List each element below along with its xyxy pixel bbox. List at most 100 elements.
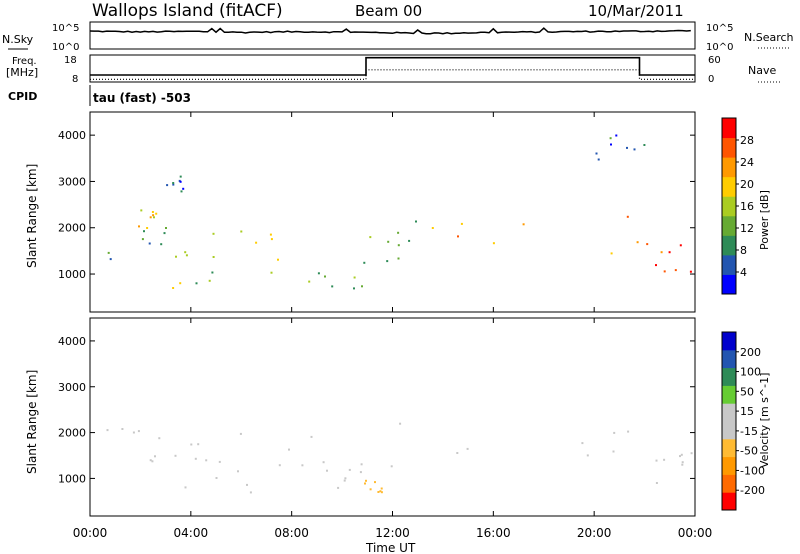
range-cell <box>663 270 666 273</box>
power-y-ticks: 1000 2000 3000 4000 <box>58 129 695 281</box>
range-cell <box>109 258 112 261</box>
colorbar-swatch <box>722 492 736 511</box>
range-cell <box>154 455 156 458</box>
range-cell <box>456 452 459 454</box>
colorbar-swatch <box>722 421 736 440</box>
range-cell <box>270 271 273 274</box>
range-cell <box>387 240 390 243</box>
range-cell <box>212 256 215 258</box>
range-cell <box>369 488 372 491</box>
range-cell <box>466 447 469 450</box>
colorbar-tick-label: 15 <box>740 405 754 418</box>
colorbar-tick-label: 24 <box>740 156 754 169</box>
range-cell <box>180 190 183 193</box>
colorbar-swatch <box>722 349 736 369</box>
range-cell <box>208 279 211 282</box>
nave-right-tick-top: 60 <box>708 55 721 66</box>
range-cell <box>160 243 163 246</box>
x-tick-label: 04:00 <box>174 526 209 540</box>
noise-sky-line <box>89 27 691 35</box>
range-cell <box>586 454 589 457</box>
freq-left-tick-bottom: 8 <box>72 74 78 85</box>
colorbar-swatch <box>722 254 736 275</box>
power-colorbar: 4 8 12 16 20 24 28 <box>721 117 754 295</box>
noise-right-tick-bottom: 10^0 <box>706 42 733 53</box>
range-cell <box>408 239 411 242</box>
range-cell <box>595 152 598 155</box>
range-cell <box>379 490 382 493</box>
colorbar-swatch <box>722 385 736 404</box>
colorbar-swatch <box>722 137 736 158</box>
colorbar-swatch <box>722 456 736 475</box>
y-tick-label: 4000 <box>58 129 86 142</box>
range-cell <box>172 182 175 184</box>
range-cell <box>612 450 615 453</box>
colorbar-tick-label: -15 <box>740 425 758 438</box>
range-cell <box>179 175 182 178</box>
colorbar-swatch <box>722 196 736 217</box>
colorbar-tick-label: 100 <box>740 366 761 379</box>
range-cell <box>174 454 177 457</box>
x-tick-label: 12:00 <box>375 526 410 540</box>
range-cell <box>249 491 252 494</box>
x-tick-label: 00:00 <box>678 526 713 540</box>
colorbar-swatch <box>722 403 736 422</box>
colorbar-swatch <box>722 118 736 139</box>
beam-title: Beam 00 <box>355 2 422 20</box>
range-cell <box>609 137 612 140</box>
range-cell <box>353 287 355 290</box>
range-cell <box>158 437 161 440</box>
range-cell <box>211 271 214 274</box>
range-cell <box>143 230 145 233</box>
freq-panel-frame <box>89 54 696 83</box>
power-panel: 1000 2000 3000 4000 Slant Range [km] 4 8 12 16… <box>25 111 771 313</box>
velocity-colorbar: 200 100 50 15 -15 -50 -100 -200 <box>721 331 765 511</box>
y-tick-label: 2000 <box>58 222 86 235</box>
colorbar-tick-label: 12 <box>740 222 754 235</box>
range-cell <box>660 251 663 254</box>
colorbar-tick-label: 20 <box>740 178 754 191</box>
range-cell <box>310 435 313 438</box>
range-cell <box>386 260 389 263</box>
colorbar-swatch <box>722 332 736 351</box>
x-tick-label: 16:00 <box>476 526 511 540</box>
range-cell <box>397 244 400 247</box>
y-tick-label: 1000 <box>58 472 86 485</box>
range-cell <box>205 459 208 462</box>
range-cell <box>184 251 187 254</box>
range-cell <box>615 134 618 137</box>
y-tick-label: 1000 <box>58 268 86 281</box>
range-cell <box>681 463 684 466</box>
colorbar-frame <box>721 331 737 511</box>
range-cell <box>397 231 400 234</box>
x-axis-label: Time UT <box>365 541 416 554</box>
range-cell <box>581 442 584 445</box>
colorbar-tick-label: 200 <box>740 346 761 359</box>
range-cell <box>237 470 239 473</box>
range-cell <box>185 254 188 257</box>
range-cell <box>148 242 151 245</box>
power-scatter <box>107 134 692 290</box>
range-cell <box>317 272 320 275</box>
range-cell <box>689 270 692 273</box>
range-cell <box>626 215 629 218</box>
cpid-text: tau (fast) -503 <box>93 91 191 105</box>
colorbar-swatch <box>722 215 736 236</box>
range-cell <box>680 453 683 456</box>
range-cell <box>361 285 363 288</box>
range-cell <box>369 236 372 239</box>
velocity-scatter <box>106 422 693 494</box>
range-cell <box>172 287 175 289</box>
nave-right-label: Nave <box>748 64 776 77</box>
range-cell <box>597 158 600 161</box>
range-cell <box>655 459 658 462</box>
range-cell <box>522 223 525 226</box>
range-cell <box>308 280 311 283</box>
range-cell <box>397 257 400 260</box>
noise-left-tick-top: 10^5 <box>52 23 79 34</box>
range-cell <box>663 458 666 461</box>
range-cell <box>175 255 177 258</box>
range-cell <box>365 479 367 482</box>
range-cell <box>377 491 380 493</box>
